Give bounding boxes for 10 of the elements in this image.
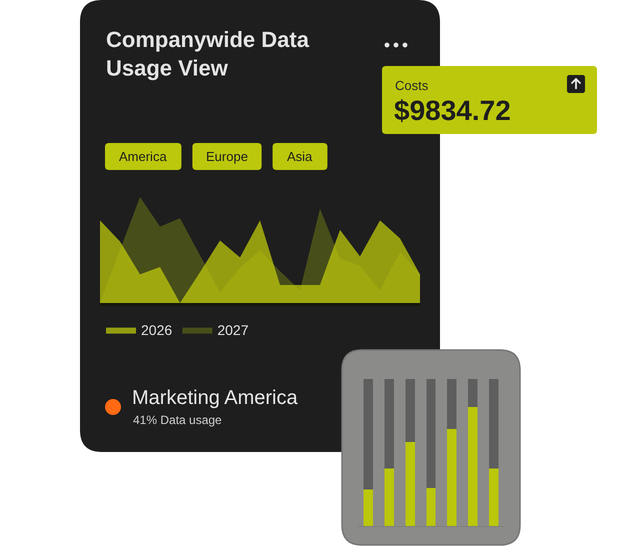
text: Costs	[395, 78, 429, 93]
text: America	[119, 149, 168, 164]
legend-label: 2026	[141, 322, 172, 338]
text: $9834.72	[394, 95, 511, 126]
legend-label: 2027	[217, 322, 249, 338]
text: Europe	[206, 149, 248, 164]
text: Marketing America	[132, 387, 298, 409]
text: 41% Data usage	[133, 413, 222, 427]
chart-title: Companywide Data Usage View	[106, 27, 310, 81]
text: Asia	[287, 149, 314, 164]
